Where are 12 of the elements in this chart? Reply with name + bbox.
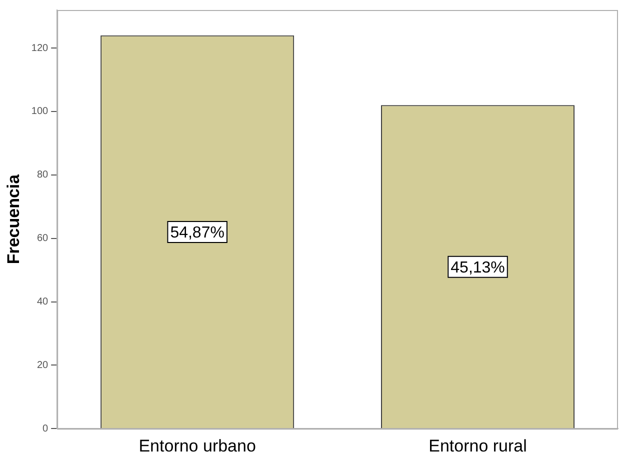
y-tick-label: 120 (31, 42, 49, 54)
y-tick-label: 100 (31, 106, 49, 118)
annotation: 54,87% (170, 224, 224, 242)
annotation: 45,13% (450, 259, 505, 276)
y-tick-label: 0 (42, 423, 49, 434)
x-tick-label: Entorno rural (428, 436, 527, 456)
y-tick-label: 40 (36, 296, 49, 308)
y-axis-title: Frecuencia (4, 174, 23, 264)
y-tick-label: 60 (36, 233, 49, 244)
x-tick-label: Entorno urbano (138, 436, 256, 456)
y-tick-label: 20 (36, 360, 49, 371)
y-tick-label: 80 (36, 170, 49, 181)
